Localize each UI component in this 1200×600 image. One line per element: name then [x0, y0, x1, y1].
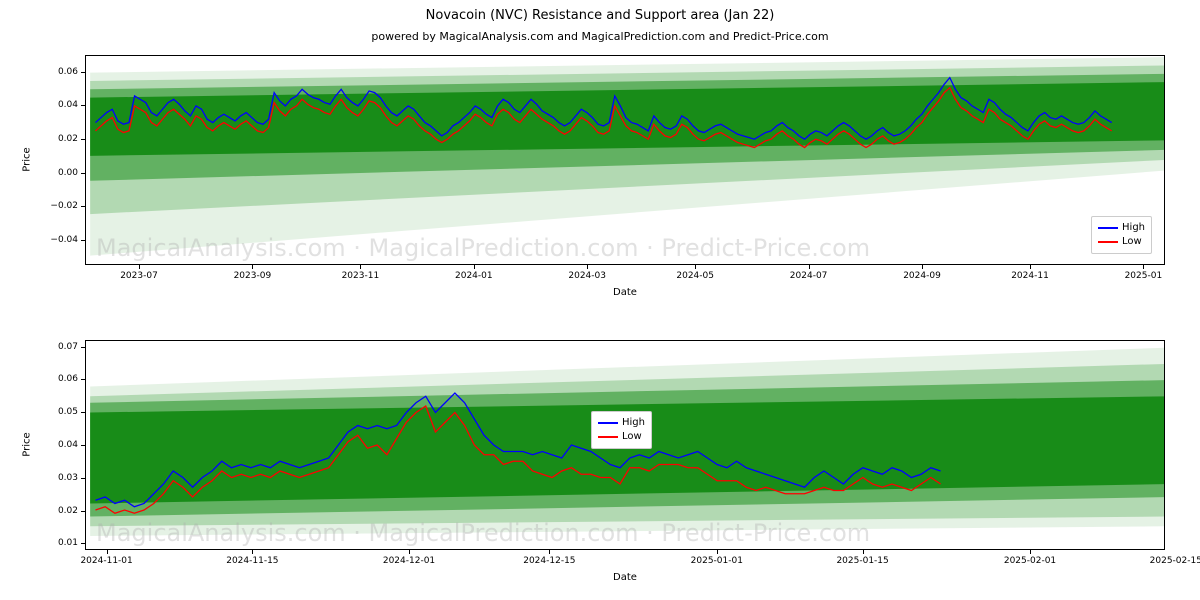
x-tick-label: 2024-03	[568, 271, 606, 281]
tick-mark	[81, 511, 85, 512]
legend-item: Low	[1098, 235, 1145, 249]
y-tick-label: 0.05	[40, 407, 78, 417]
figure-root: { "title": { "text": "Novacoin (NVC) Res…	[0, 0, 1200, 600]
x-tick-label: 2024-12-15	[523, 556, 575, 566]
x-tick-label: 2025-01-01	[691, 556, 743, 566]
tick-mark	[81, 206, 85, 207]
y-tick-label: 0.06	[40, 374, 78, 384]
tick-mark	[922, 265, 923, 269]
tick-mark	[252, 265, 253, 269]
tick-mark	[587, 265, 588, 269]
y-tick-label: 0.02	[40, 506, 78, 516]
tick-mark	[81, 139, 85, 140]
y-tick-label: 0.07	[40, 342, 78, 352]
y-tick-label: −0.02	[40, 201, 78, 211]
tick-mark	[409, 550, 410, 554]
legend-item: High	[598, 416, 645, 430]
tick-mark	[81, 72, 85, 73]
y-tick-label: 0.04	[40, 100, 78, 110]
tick-mark	[81, 543, 85, 544]
y-tick-label: 0.03	[40, 473, 78, 483]
y-tick-label: −0.04	[40, 235, 78, 245]
chart-top: MagicalAnalysis.com · MagicalPrediction.…	[85, 55, 1165, 265]
x-tick-label: 2025-02-15	[1150, 556, 1200, 566]
legend-item: Low	[598, 430, 645, 444]
y-tick-label: 0.00	[40, 168, 78, 178]
watermark: MagicalAnalysis.com · MagicalPrediction.…	[96, 234, 870, 262]
x-axis-label-top: Date	[85, 287, 1165, 298]
tick-mark	[81, 240, 85, 241]
tick-mark	[252, 550, 253, 554]
tick-mark	[107, 550, 108, 554]
legend-label: High	[1122, 221, 1145, 235]
tick-mark	[809, 265, 810, 269]
chart-bottom: MagicalAnalysis.com · MagicalPrediction.…	[85, 340, 1165, 550]
x-tick-label: 2024-11-01	[80, 556, 132, 566]
legend-label: Low	[1122, 235, 1142, 249]
tick-mark	[81, 347, 85, 348]
x-tick-label: 2023-07	[120, 271, 158, 281]
x-tick-label: 2025-01	[1125, 271, 1163, 281]
y-tick-label: 0.06	[40, 67, 78, 77]
tick-mark	[81, 173, 85, 174]
tick-mark	[81, 478, 85, 479]
x-tick-label: 2024-05	[676, 271, 714, 281]
x-tick-label: 2024-09	[903, 271, 941, 281]
x-tick-label: 2024-12-01	[383, 556, 435, 566]
tick-mark	[549, 550, 550, 554]
x-tick-label: 2025-01-15	[836, 556, 888, 566]
tick-mark	[1030, 550, 1031, 554]
legend-swatch	[598, 422, 618, 424]
tick-mark	[81, 379, 85, 380]
watermark: MagicalAnalysis.com · MagicalPrediction.…	[96, 519, 870, 547]
tick-mark	[717, 550, 718, 554]
legend-swatch	[1098, 227, 1118, 229]
y-axis-label-bottom: Price	[22, 432, 33, 456]
tick-mark	[695, 265, 696, 269]
x-tick-label: 2023-11	[342, 271, 380, 281]
x-axis-label-bottom: Date	[85, 572, 1165, 583]
legend-swatch	[598, 436, 618, 438]
tick-mark	[81, 445, 85, 446]
x-tick-label: 2024-07	[790, 271, 828, 281]
tick-mark	[863, 550, 864, 554]
chart-title: Novacoin (NVC) Resistance and Support ar…	[0, 8, 1200, 23]
legend-label: High	[622, 416, 645, 430]
x-tick-label: 2024-01	[455, 271, 493, 281]
tick-mark	[139, 265, 140, 269]
legend-swatch	[1098, 241, 1118, 243]
legend-item: High	[1098, 221, 1145, 235]
tick-mark	[360, 265, 361, 269]
legend-bottom: HighLow	[591, 411, 652, 449]
tick-mark	[1030, 265, 1031, 269]
y-tick-label: 0.02	[40, 134, 78, 144]
chart-subtitle: powered by MagicalAnalysis.com and Magic…	[0, 30, 1200, 43]
chart-top-plot: MagicalAnalysis.com · MagicalPrediction.…	[86, 56, 1164, 264]
chart-top-svg	[86, 56, 1164, 264]
y-tick-label: 0.04	[40, 440, 78, 450]
tick-mark	[81, 105, 85, 106]
x-tick-label: 2025-02-01	[1004, 556, 1056, 566]
tick-mark	[1143, 265, 1144, 269]
y-axis-label-top: Price	[22, 147, 33, 171]
y-tick-label: 0.01	[40, 538, 78, 548]
legend-top: HighLow	[1091, 216, 1152, 254]
legend-label: Low	[622, 430, 642, 444]
tick-mark	[474, 265, 475, 269]
x-tick-label: 2024-11	[1011, 271, 1049, 281]
tick-mark	[81, 412, 85, 413]
x-tick-label: 2024-11-15	[226, 556, 278, 566]
x-tick-label: 2023-09	[234, 271, 272, 281]
